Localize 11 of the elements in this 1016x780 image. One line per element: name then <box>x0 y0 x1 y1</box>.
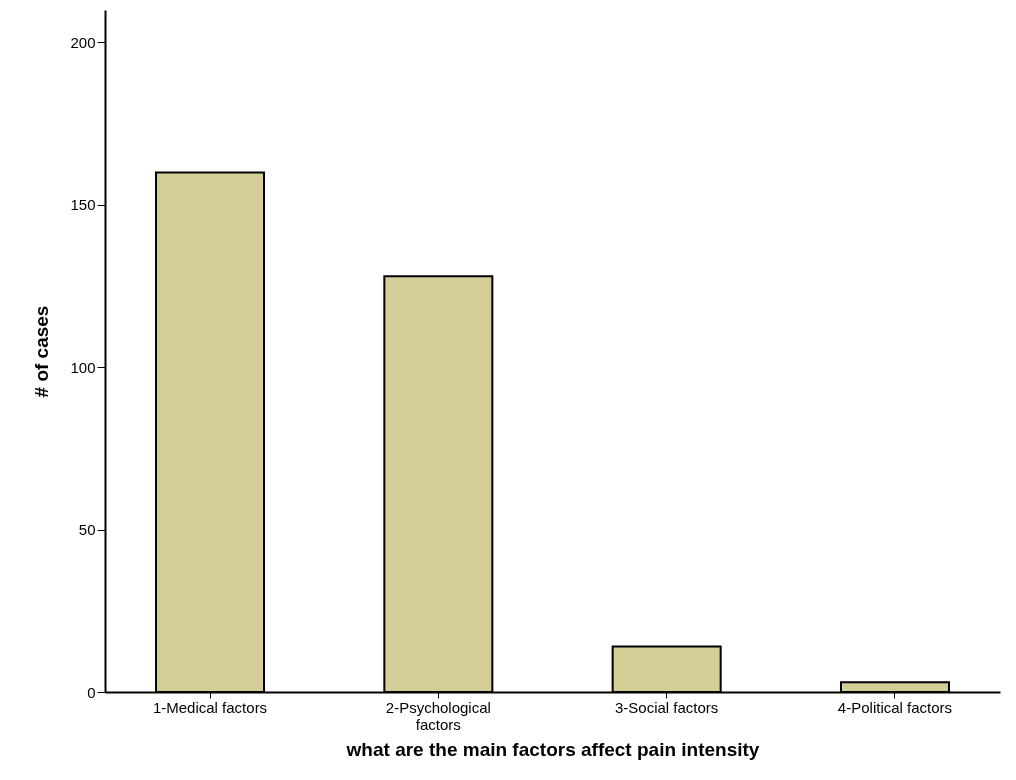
y-axis-title: # of cases <box>31 305 53 398</box>
y-tick-label: 50 <box>78 521 96 539</box>
y-tick-label: 0 <box>87 683 96 701</box>
x-tick-label: 1-Medical factors <box>152 698 268 716</box>
x-tick-label: 4-Political factors <box>837 698 953 716</box>
y-tick-label: 100 <box>70 358 96 376</box>
y-tick-label: 150 <box>70 196 96 214</box>
y-tick-label: 200 <box>70 33 96 51</box>
x-axis-title: what are the main factors affect pain intensity <box>345 738 760 760</box>
x-tick-label: 3-Social factors <box>614 698 719 716</box>
x-tick-label: 2-Psychological factors <box>385 698 491 733</box>
